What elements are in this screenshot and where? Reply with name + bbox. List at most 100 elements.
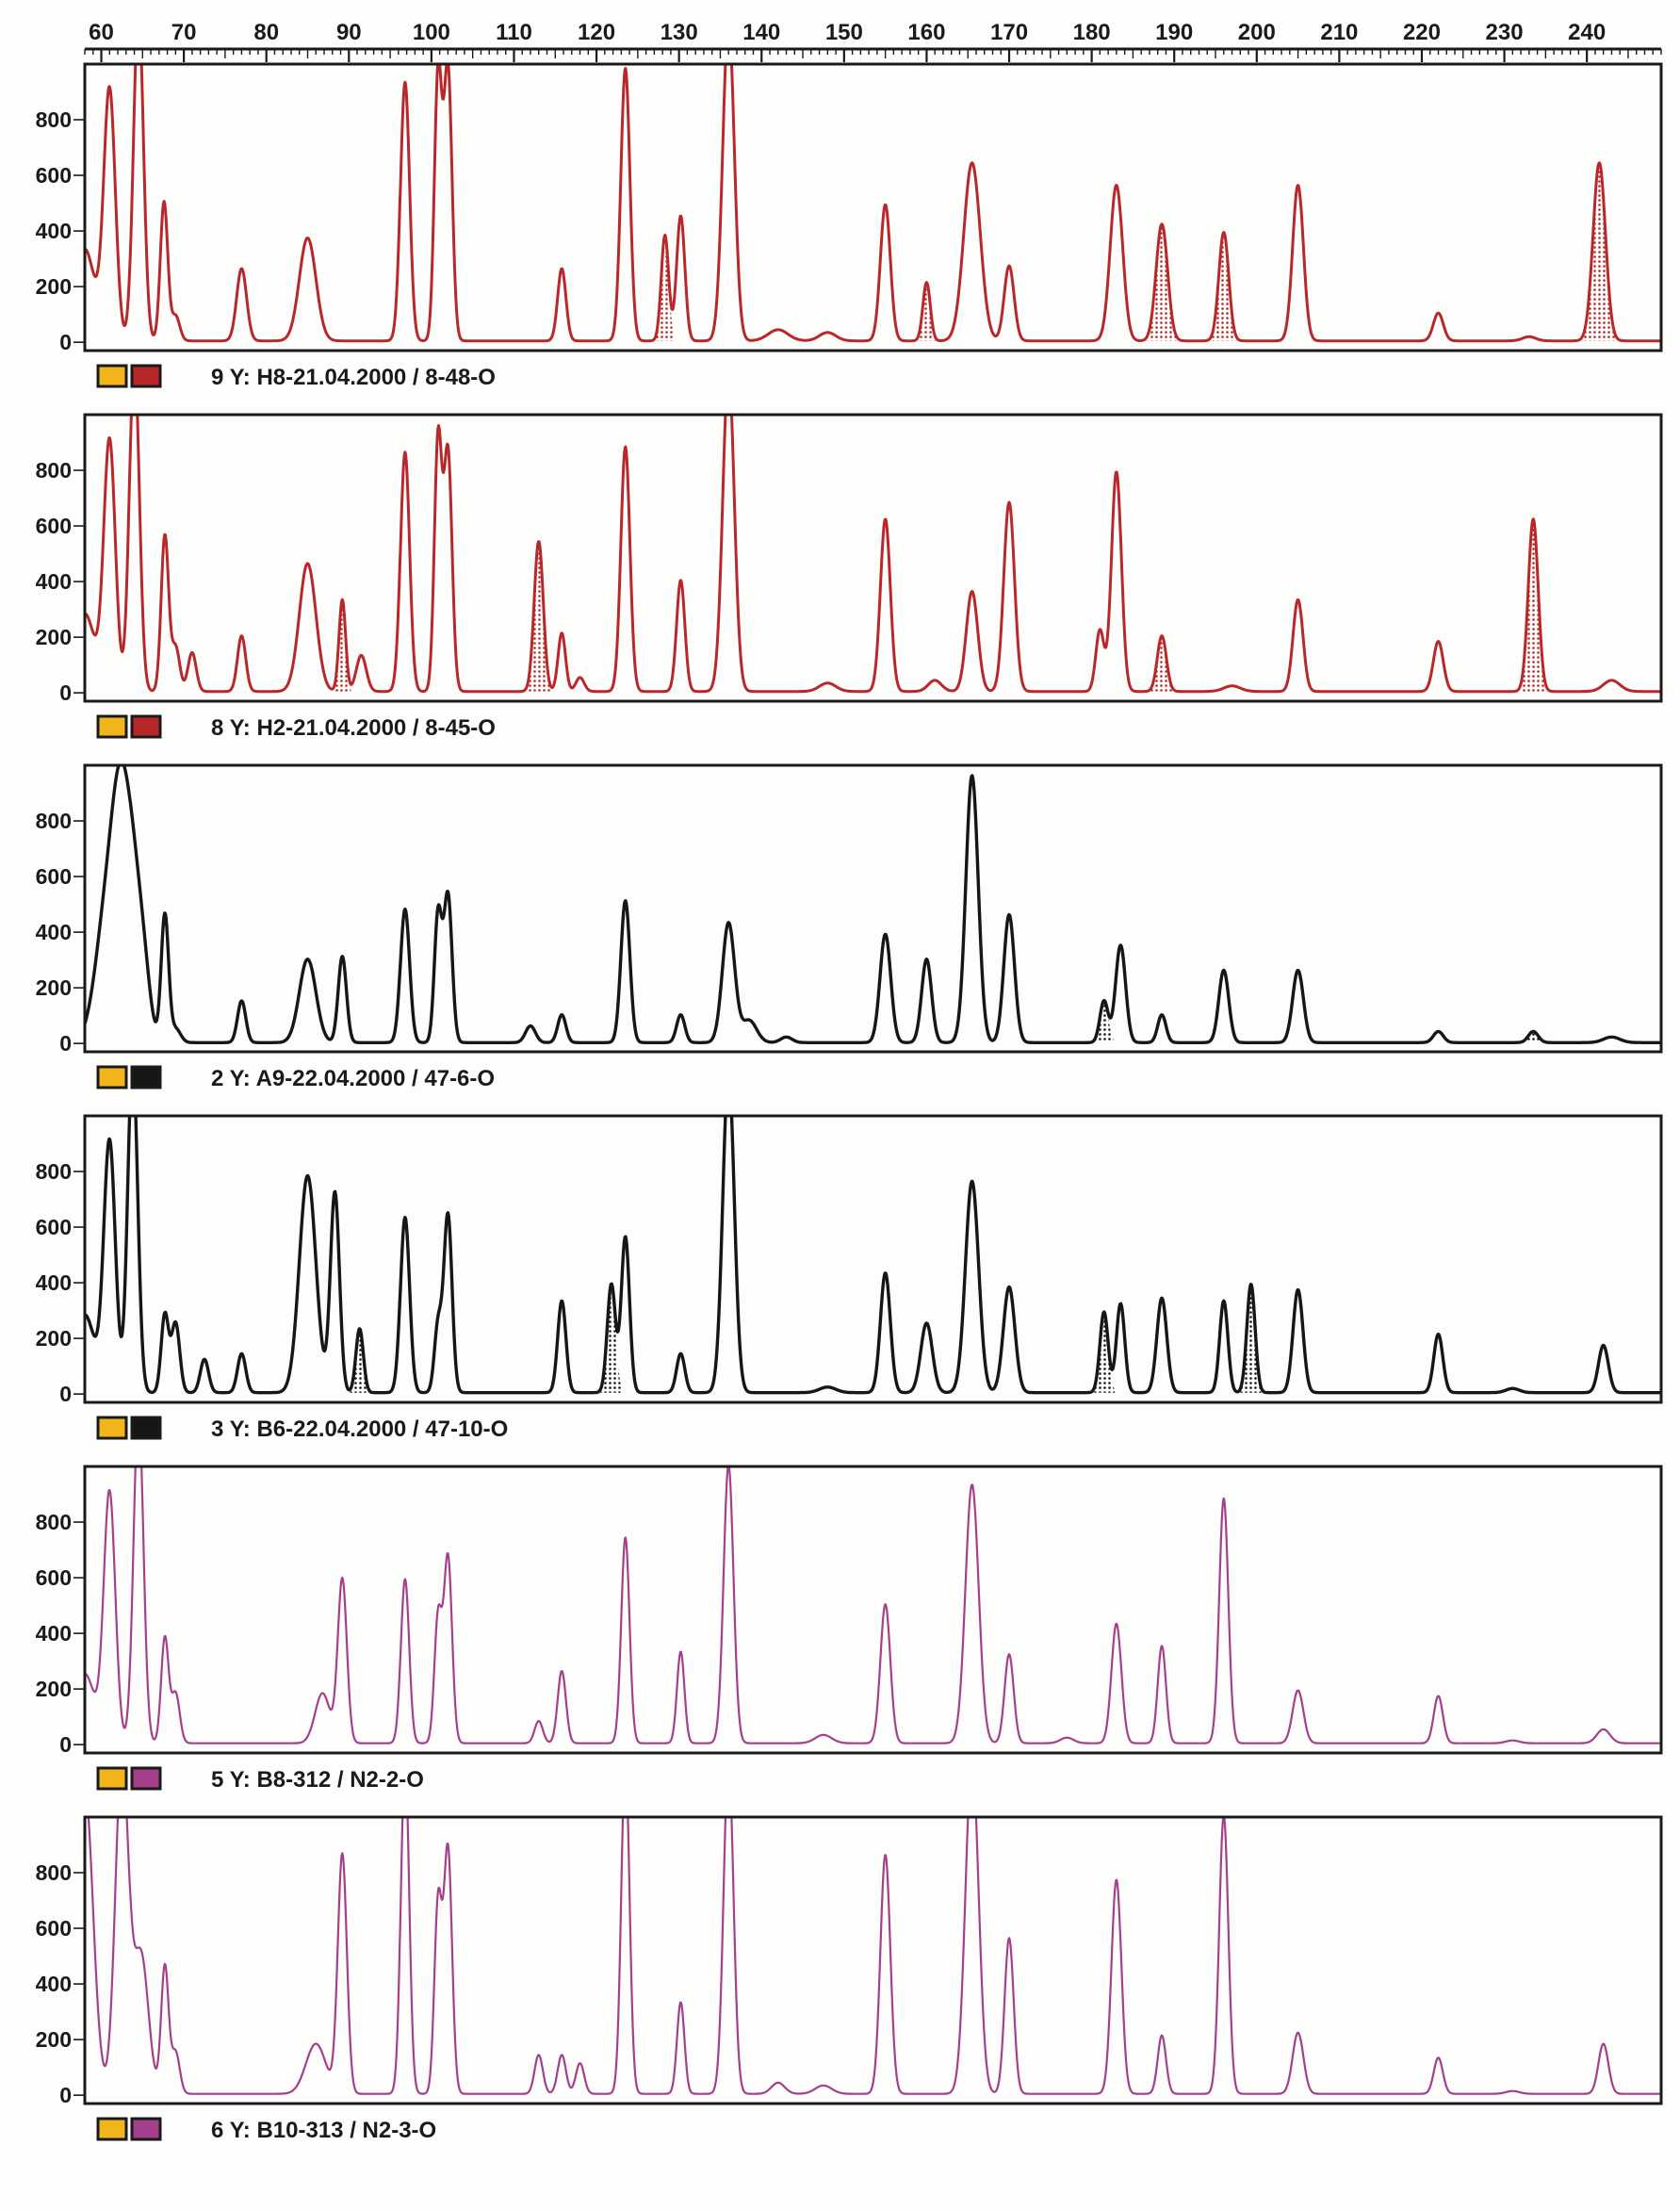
shaded-peak xyxy=(1147,223,1177,341)
panel-label: 2 Y: A9-22.04.2000 / 47-6-O xyxy=(211,1066,495,1091)
trace-area xyxy=(87,1817,1661,2095)
legend-swatch-trace-color xyxy=(130,2117,162,2141)
y-tick-label: 800 xyxy=(36,458,72,483)
panel-frame xyxy=(83,763,1663,1054)
chromatogram-panel-6: 0 200 400 600 800 6 Y: B10-313 / N2-3-O xyxy=(36,1815,1663,2143)
chromatogram-panels: 0 200 400 600 800 9 Y: H8-21.04.2000 / 8-48-O… xyxy=(36,62,1663,2143)
y-tick-label: 400 xyxy=(36,569,72,594)
y-tick-label: 600 xyxy=(36,1565,72,1590)
chromatogram-panel-4: 0 200 400 600 800 3 Y: B6-22.04.2000 / 47-10-… xyxy=(36,1114,1663,1442)
panel-label: 5 Y: B8-312 / N2-2-O xyxy=(211,1767,424,1793)
y-tick-label: 0 xyxy=(59,1382,72,1406)
x-tick-label: 60 xyxy=(89,20,114,45)
y-tick-label: 200 xyxy=(36,274,72,299)
y-tick-label: 200 xyxy=(36,2027,72,2052)
y-tick-label: 600 xyxy=(36,163,72,188)
legend-swatch-yellow xyxy=(96,364,128,388)
y-tick-label: 200 xyxy=(36,1326,72,1351)
panel-frame xyxy=(83,1465,1663,1755)
chromatogram-panel-1: 0 200 400 600 800 9 Y: H8-21.04.2000 / 8-48-O xyxy=(36,62,1663,390)
panel-frame xyxy=(83,62,1663,352)
y-tick-label: 200 xyxy=(36,975,72,1000)
panel-label: 8 Y: H2-21.04.2000 / 8-45-O xyxy=(211,715,496,741)
y-tick-label: 800 xyxy=(36,1860,72,1885)
trace-area xyxy=(85,765,1661,1044)
y-tick-label: 0 xyxy=(59,1732,72,1757)
x-tick-label: 180 xyxy=(1073,20,1111,45)
trace-area xyxy=(85,1466,1661,1744)
x-tick-label: 240 xyxy=(1568,20,1606,45)
y-tick-label: 0 xyxy=(59,2083,72,2107)
x-tick-label: 230 xyxy=(1486,20,1524,45)
legend-swatch-yellow xyxy=(96,1416,128,1440)
y-tick-label: 0 xyxy=(59,330,72,354)
y-tick-label: 400 xyxy=(36,1621,72,1646)
shaded-peak xyxy=(527,541,551,692)
legend-swatch-trace-color xyxy=(130,1065,162,1089)
legend-swatch-yellow xyxy=(96,2117,128,2141)
legend-swatch-trace-color xyxy=(130,364,162,388)
y-tick-label: 600 xyxy=(36,1215,72,1239)
shaded-peak xyxy=(1583,162,1616,341)
x-tick-label: 220 xyxy=(1403,20,1441,45)
x-tick-label: 150 xyxy=(825,20,863,45)
panel-frame xyxy=(83,413,1663,703)
shaded-peak xyxy=(1150,635,1174,692)
x-tick-label: 200 xyxy=(1238,20,1276,45)
y-tick-label: 800 xyxy=(36,1159,72,1184)
chromatogram-trace xyxy=(85,1116,1661,1395)
y-tick-label: 600 xyxy=(36,1916,72,1941)
legend-swatch-trace-color xyxy=(130,1416,162,1440)
y-tick-label: 400 xyxy=(36,1270,72,1295)
x-tick-label: 100 xyxy=(413,20,450,45)
chromatogram-trace xyxy=(85,415,1661,694)
y-tick-label: 600 xyxy=(36,864,72,889)
shaded-peak xyxy=(1211,232,1237,341)
trace-area xyxy=(85,415,1661,694)
chromatogram-trace xyxy=(85,64,1661,343)
x-tick-label: 90 xyxy=(336,20,362,45)
panel-label: 3 Y: B6-22.04.2000 / 47-10-O xyxy=(211,1417,508,1442)
x-tick-label: 120 xyxy=(578,20,615,45)
x-tick-label: 210 xyxy=(1320,20,1358,45)
legend-swatch-trace-color xyxy=(130,714,162,739)
x-tick-label: 170 xyxy=(990,20,1028,45)
legend-swatch-yellow xyxy=(96,1766,128,1791)
x-tick-label: 110 xyxy=(496,20,532,45)
panel-frame xyxy=(83,1114,1663,1404)
chromatogram-trace xyxy=(85,765,1661,1044)
y-tick-label: 400 xyxy=(36,1972,72,1996)
y-tick-label: 400 xyxy=(36,219,72,243)
x-tick-label: 140 xyxy=(742,20,780,45)
y-tick-label: 400 xyxy=(36,920,72,944)
chromatogram-trace xyxy=(87,1817,1661,2095)
panel-frame xyxy=(83,1815,1663,2105)
panel-label: 6 Y: B10-313 / N2-3-O xyxy=(211,2118,436,2143)
trace-area xyxy=(85,1116,1661,1395)
top-x-axis: 60 70 80 90 100 110 120 130 140 150 160 170 180 190 20… xyxy=(84,20,1662,62)
y-tick-label: 800 xyxy=(36,1510,72,1534)
y-tick-label: 800 xyxy=(36,107,72,132)
y-tick-label: 200 xyxy=(36,625,72,649)
trace-area xyxy=(85,64,1661,343)
y-tick-label: 200 xyxy=(36,1677,72,1701)
legend-swatch-trace-color xyxy=(130,1766,162,1791)
legend-swatch-yellow xyxy=(96,714,128,739)
chromatogram-trace xyxy=(85,1466,1661,1744)
y-tick-label: 600 xyxy=(36,514,72,538)
x-tick-label: 80 xyxy=(253,20,279,45)
x-tick-label: 130 xyxy=(661,20,698,45)
shaded-peak xyxy=(1520,518,1546,692)
chromatogram-panel-2: 0 200 400 600 800 8 Y: H2-21.04.2000 / 8-45-O xyxy=(36,413,1663,741)
y-tick-label: 0 xyxy=(59,680,72,705)
chromatogram-panel-5: 0 200 400 600 800 5 Y: B8-312 / N2-2-O xyxy=(36,1465,1663,1793)
x-tick-label: 190 xyxy=(1155,20,1193,45)
chromatogram-panel-3: 0 200 400 600 800 2 Y: A9-22.04.2000 / 47-6-O xyxy=(36,763,1663,1091)
x-tick-label: 160 xyxy=(907,20,945,45)
y-tick-label: 800 xyxy=(36,809,72,833)
y-tick-label: 0 xyxy=(59,1031,72,1056)
panel-label: 9 Y: H8-21.04.2000 / 8-48-O xyxy=(211,365,496,390)
legend-swatch-yellow xyxy=(96,1065,128,1089)
x-tick-label: 70 xyxy=(171,20,197,45)
